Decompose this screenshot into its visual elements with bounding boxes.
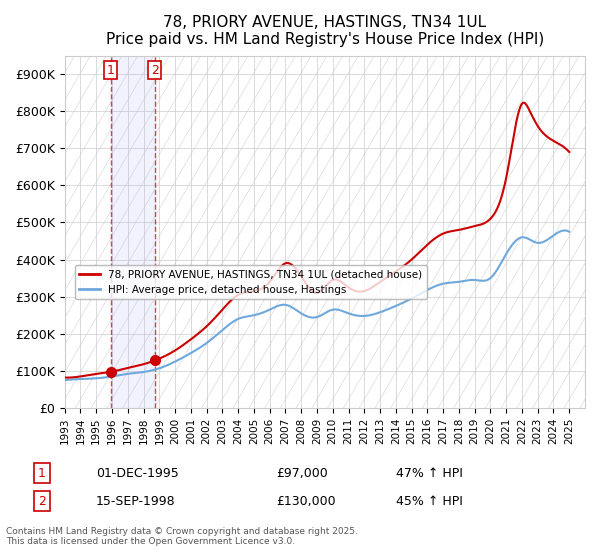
Text: 45% ↑ HPI: 45% ↑ HPI (396, 494, 463, 508)
Text: 47% ↑ HPI: 47% ↑ HPI (396, 466, 463, 480)
Text: £97,000: £97,000 (276, 466, 328, 480)
Legend: 78, PRIORY AVENUE, HASTINGS, TN34 1UL (detached house), HPI: Average price, deta: 78, PRIORY AVENUE, HASTINGS, TN34 1UL (d… (75, 265, 427, 298)
Text: 15-SEP-1998: 15-SEP-1998 (96, 494, 176, 508)
Text: 2: 2 (151, 64, 158, 77)
Title: 78, PRIORY AVENUE, HASTINGS, TN34 1UL
Price paid vs. HM Land Registry's House Pr: 78, PRIORY AVENUE, HASTINGS, TN34 1UL Pr… (106, 15, 544, 48)
Bar (111, 55, 155, 408)
Text: 1: 1 (38, 466, 46, 480)
Text: 1: 1 (107, 64, 115, 77)
Text: 2: 2 (38, 494, 46, 508)
Text: Contains HM Land Registry data © Crown copyright and database right 2025.
This d: Contains HM Land Registry data © Crown c… (6, 526, 358, 546)
Text: 01-DEC-1995: 01-DEC-1995 (96, 466, 179, 480)
Text: £130,000: £130,000 (276, 494, 335, 508)
